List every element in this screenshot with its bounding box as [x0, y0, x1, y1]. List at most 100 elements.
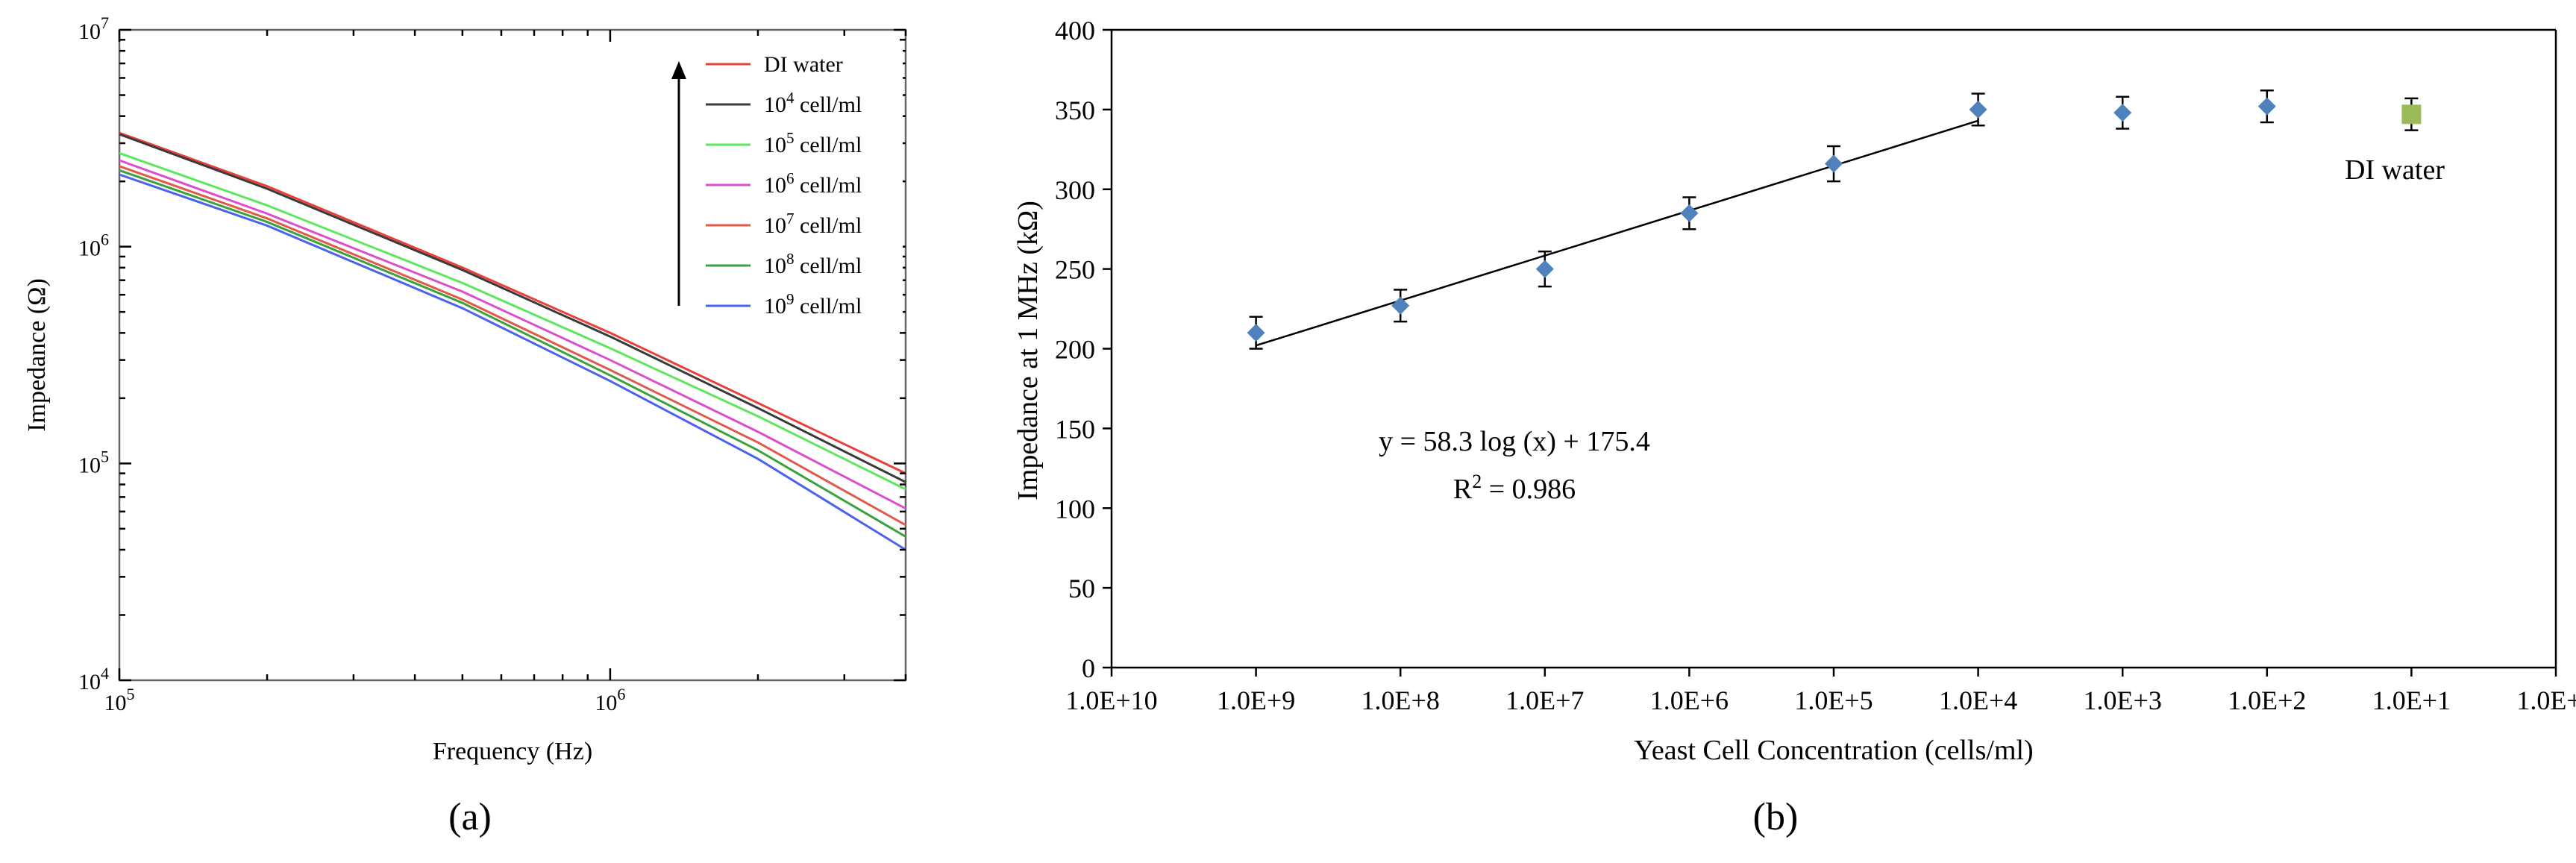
legend-label-5: 107 cell/ml [764, 210, 862, 238]
legend-label-base: DI water [764, 52, 843, 77]
panel-b-x-tick-label: 1.0E+5 [1794, 685, 1873, 715]
data-point-square-di-water [2401, 104, 2422, 125]
panel-a-series-line-6 [119, 169, 906, 538]
panel-a-series-line-3 [119, 151, 906, 491]
panel-a-label: (a) [448, 796, 492, 838]
panel-a-x-axis-label: Frequency (Hz) [433, 738, 592, 765]
tick-exponent: 6 [617, 685, 625, 703]
legend-label-base: 10 [764, 92, 786, 117]
legend-label-base: 10 [764, 173, 786, 198]
panel-b-fit-line [1256, 119, 1978, 347]
legend-label-suffix: cell/ml [795, 213, 862, 238]
panel-a-series-line-5 [119, 165, 906, 527]
panel-b-x-tick-label: 1.0E+10 [1065, 685, 1157, 715]
panel-b-y-ticks: 0 50 100 150 200 250 300 350 400 [1055, 16, 1112, 683]
tick-exponent: 4 [101, 664, 109, 682]
tick-exponent: 5 [127, 685, 135, 703]
legend-label-exponent: 7 [786, 210, 795, 227]
legend-label-suffix: cell/ml [795, 173, 862, 198]
legend-label-7: 109 cell/ml [764, 290, 862, 318]
legend-label-6: 108 cell/ml [764, 250, 862, 278]
panel-b-y-tick-label: 200 [1055, 335, 1095, 365]
legend-label-suffix: cell/ml [795, 133, 862, 157]
tick-base: 10 [78, 236, 101, 261]
panel-b-chart: 0 50 100 150 200 250 300 350 400 1.0E+10 1.0E+9 1.… [1012, 16, 2576, 766]
data-point-diamond [1391, 296, 1410, 315]
panel-b-y-tick-label: 250 [1055, 255, 1095, 285]
r-squared-exponent: 2 [1472, 471, 1482, 492]
legend-label-suffix: cell/ml [795, 294, 862, 318]
panel-a-y-tick-label: 105 [78, 447, 109, 477]
legend-label-4: 106 cell/ml [764, 169, 862, 198]
panel-b-y-tick-label: 100 [1055, 494, 1095, 524]
data-point-diamond [1680, 204, 1699, 222]
panel-b-x-tick-label: 1.0E+4 [1939, 685, 2017, 715]
panel-a-series-line-4 [119, 159, 906, 510]
legend-label-base: 10 [764, 294, 786, 318]
panel-a-y-axis-label: Impedance (Ω) [23, 278, 51, 432]
tick-base: 10 [78, 19, 101, 44]
legend-label-base: 10 [764, 254, 786, 278]
panel-a-series-line-1 [119, 131, 906, 474]
legend-label-3: 105 cell/ml [764, 129, 862, 157]
fit-equation: y = 58.3 log (x) + 175.4 [1379, 426, 1650, 457]
tick-base: 10 [104, 691, 127, 715]
panel-a-y-tick-label: 104 [78, 664, 109, 694]
r-squared-prefix: R [1453, 474, 1473, 505]
panel-b-x-axis-label: Yeast Cell Concentration (cells/ml) [1634, 735, 2033, 766]
data-point-diamond [2257, 97, 2276, 116]
legend-label-exponent: 9 [786, 290, 795, 308]
legend-label-suffix: cell/ml [795, 92, 862, 117]
data-point-diamond [1969, 100, 1987, 119]
panel-b-y-tick-label: 400 [1055, 16, 1095, 45]
panel-a-x-tick-label: 105 [104, 685, 135, 715]
tick-exponent: 7 [101, 13, 109, 32]
legend-label-base: 10 [764, 133, 786, 157]
panel-b-x-tick-label: 1.0E+3 [2084, 685, 2162, 715]
data-point-diamond [2113, 104, 2132, 122]
panel-b-x-tick-label: 1.0E+6 [1650, 685, 1729, 715]
panel-a-legend-background [649, 45, 903, 328]
panel-b-y-axis-label: Impedance at 1 MHz (kΩ) [1012, 201, 1044, 500]
panel-b-y-tick-label: 0 [1082, 653, 1095, 683]
panel-b-x-tick-label: 1.0E+7 [1505, 685, 1584, 715]
tick-exponent: 6 [101, 230, 109, 249]
legend-label-exponent: 6 [786, 169, 795, 187]
panel-b-x-ticks: 1.0E+10 1.0E+9 1.0E+8 1.0E+7 1.0E+6 1.0E+5 1.0… [1065, 668, 2576, 715]
panel-a-x-ticks: 105 106 [104, 30, 907, 715]
panel-b-y-tick-label: 350 [1055, 95, 1095, 125]
panel-b-data-points [1247, 89, 2422, 350]
data-point-diamond [1247, 324, 1265, 342]
tick-base: 10 [78, 670, 101, 694]
legend-label-suffix: cell/ml [795, 254, 862, 278]
panel-b-y-tick-label: 50 [1068, 574, 1095, 603]
data-point-diamond [1825, 154, 1843, 173]
data-point-diamond [1535, 260, 1554, 278]
legend-label-2: 104 cell/ml [764, 89, 862, 117]
panel-b-y-tick-label: 150 [1055, 414, 1095, 444]
panel-b-label: (b) [1753, 796, 1799, 838]
panel-b-x-tick-label: 1.0E+9 [1217, 685, 1295, 715]
di-water-annotation: DI water [2345, 154, 2445, 186]
legend-label-exponent: 5 [786, 129, 795, 147]
panel-a-y-tick-label: 107 [78, 13, 109, 44]
panel-a-y-tick-label: 106 [78, 230, 109, 261]
panel-a-series-line-2 [119, 133, 906, 483]
tick-base: 10 [78, 453, 101, 477]
tick-base: 10 [595, 691, 617, 715]
legend-label-exponent: 4 [786, 89, 795, 107]
panel-b-x-tick-label: 1.0E+1 [2372, 685, 2451, 715]
legend-label-1: DI water [764, 52, 843, 77]
tick-exponent: 5 [101, 447, 109, 465]
panel-a-x-tick-label: 106 [595, 685, 625, 715]
legend-label-base: 10 [764, 213, 786, 238]
r-squared: R2 = 0.986 [1453, 471, 1576, 505]
r-squared-value: = 0.986 [1482, 474, 1576, 505]
panel-a-series-line-7 [119, 173, 906, 551]
panel-b-y-tick-label: 300 [1055, 175, 1095, 205]
panel-a-series-group [119, 131, 906, 551]
